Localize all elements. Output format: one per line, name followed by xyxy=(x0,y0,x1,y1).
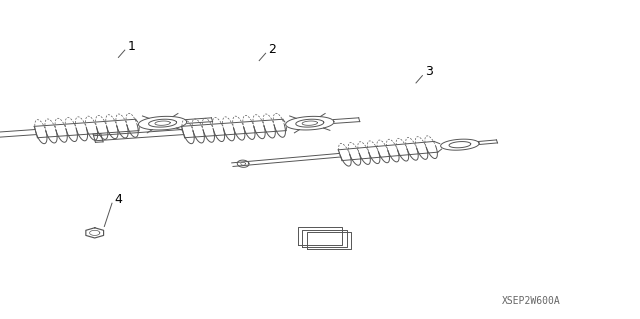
Text: 1: 1 xyxy=(127,40,135,53)
Text: 4: 4 xyxy=(115,193,122,206)
Text: XSEP2W600A: XSEP2W600A xyxy=(502,296,561,307)
Text: 2: 2 xyxy=(268,43,276,56)
Text: 3: 3 xyxy=(425,65,433,78)
